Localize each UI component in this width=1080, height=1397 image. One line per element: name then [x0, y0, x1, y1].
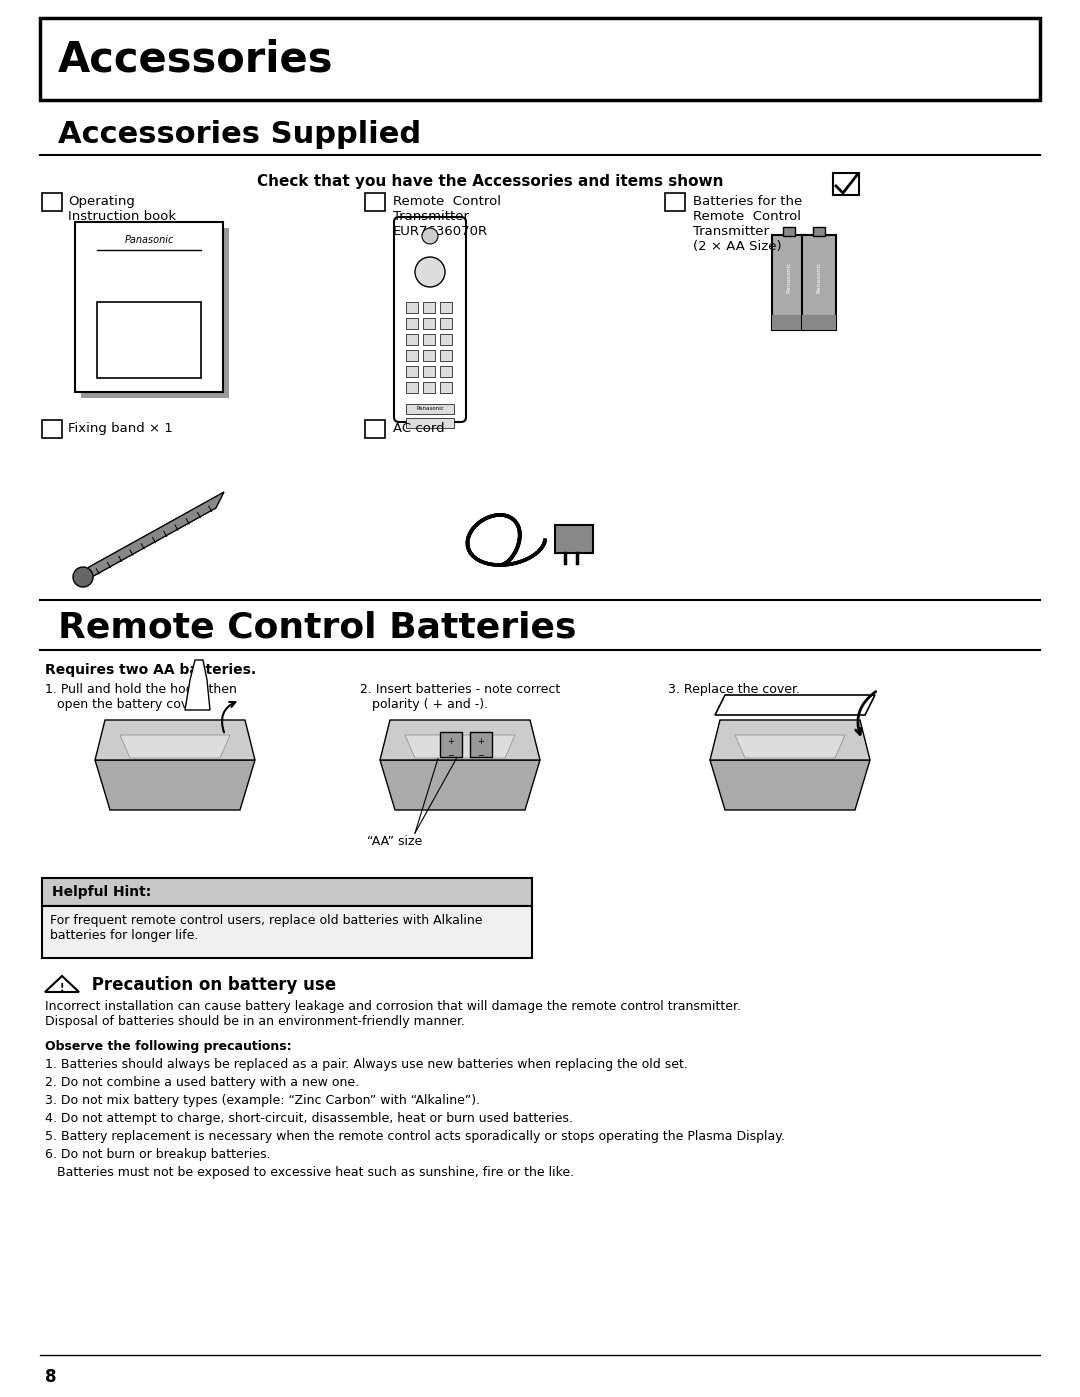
Text: Panasonic: Panasonic [786, 261, 792, 293]
Circle shape [422, 228, 438, 244]
Bar [75, 222, 222, 393]
Circle shape [73, 567, 93, 587]
Polygon shape [715, 694, 875, 715]
Text: AC cord: AC cord [393, 422, 445, 434]
Text: −: − [447, 752, 455, 760]
Bar [783, 226, 795, 236]
Bar [440, 366, 453, 377]
Polygon shape [380, 719, 540, 760]
Bar [772, 314, 806, 330]
Text: +: + [447, 738, 455, 746]
Text: Accessories Supplied: Accessories Supplied [58, 120, 421, 149]
Bar [81, 228, 229, 398]
Bar [406, 351, 418, 360]
Bar [406, 366, 418, 377]
Bar [423, 351, 435, 360]
Text: Panasonic: Panasonic [124, 235, 174, 244]
Text: Helpful Hint:: Helpful Hint: [52, 886, 151, 900]
Bar [423, 302, 435, 313]
Text: 3. Do not mix battery types (example: “Zinc Carbon” with “Alkaline”).: 3. Do not mix battery types (example: “Z… [45, 1094, 481, 1106]
Text: Accessories: Accessories [58, 38, 334, 80]
Text: Batteries must not be exposed to excessive heat such as sunshine, fire or the li: Batteries must not be exposed to excessi… [45, 1166, 575, 1179]
Bar [406, 302, 418, 313]
Bar [42, 907, 532, 958]
Bar [42, 877, 532, 907]
Bar [440, 302, 453, 313]
Text: 1. Pull and hold the hook, then
   open the battery cover.: 1. Pull and hold the hook, then open the… [45, 683, 237, 711]
Text: Precaution on battery use: Precaution on battery use [86, 977, 336, 995]
Text: Operating
Instruction book: Operating Instruction book [68, 196, 176, 224]
FancyBboxPatch shape [394, 217, 465, 422]
Bar [665, 193, 685, 211]
Bar [440, 351, 453, 360]
Polygon shape [95, 719, 255, 760]
Text: Panasonic: Panasonic [416, 407, 444, 412]
Text: 8: 8 [45, 1368, 56, 1386]
Bar [440, 319, 453, 330]
Text: For frequent remote control users, replace old batteries with Alkaline
batteries: For frequent remote control users, repla… [50, 914, 483, 942]
Bar [440, 732, 462, 757]
Text: 4. Do not attempt to charge, short-circuit, disassemble, heat or burn used batte: 4. Do not attempt to charge, short-circu… [45, 1112, 572, 1125]
Text: Remote  Control
Transmitter
EUR7636070R: Remote Control Transmitter EUR7636070R [393, 196, 501, 237]
Bar [423, 366, 435, 377]
Text: 3. Replace the cover.: 3. Replace the cover. [669, 683, 800, 696]
Text: !: ! [59, 983, 64, 993]
Polygon shape [95, 760, 255, 810]
Bar [423, 319, 435, 330]
Bar [406, 381, 418, 393]
Bar [833, 173, 859, 196]
Bar [365, 420, 384, 439]
Polygon shape [81, 492, 224, 583]
Text: Fixing band × 1: Fixing band × 1 [68, 422, 173, 434]
Polygon shape [710, 719, 870, 760]
Bar [440, 381, 453, 393]
Text: “AA” size: “AA” size [367, 835, 422, 848]
Bar [40, 18, 1040, 101]
Bar [406, 334, 418, 345]
Polygon shape [120, 735, 230, 759]
Text: 6. Do not burn or breakup batteries.: 6. Do not burn or breakup batteries. [45, 1148, 271, 1161]
Text: 2. Do not combine a used battery with a new one.: 2. Do not combine a used battery with a … [45, 1076, 360, 1090]
Bar [802, 314, 836, 330]
Circle shape [415, 257, 445, 286]
Bar [42, 420, 62, 439]
Polygon shape [45, 977, 79, 992]
Text: Panasonic: Panasonic [816, 261, 822, 293]
Text: 2. Insert batteries - note correct
   polarity ( + and -).: 2. Insert batteries - note correct polar… [360, 683, 561, 711]
Bar [406, 418, 454, 427]
Text: −: − [477, 752, 485, 760]
Bar [813, 226, 825, 236]
Text: 1. Batteries should always be replaced as a pair. Always use new batteries when : 1. Batteries should always be replaced a… [45, 1058, 688, 1071]
Bar [440, 334, 453, 345]
Bar [423, 381, 435, 393]
Bar [423, 334, 435, 345]
Text: 5. Battery replacement is necessary when the remote control acts sporadically or: 5. Battery replacement is necessary when… [45, 1130, 785, 1143]
Bar [97, 302, 201, 379]
Bar [802, 235, 836, 330]
Text: Incorrect installation can cause battery leakage and corrosion that will damage : Incorrect installation can cause battery… [45, 1000, 741, 1028]
Text: +: + [477, 738, 485, 746]
Bar [406, 319, 418, 330]
Polygon shape [185, 659, 210, 710]
Bar [406, 404, 454, 414]
Text: Batteries for the
Remote  Control
Transmitter
(2 × AA Size): Batteries for the Remote Control Transmi… [693, 196, 802, 253]
Bar [42, 193, 62, 211]
Bar [470, 732, 492, 757]
Bar [555, 525, 593, 553]
Text: Observe the following precautions:: Observe the following precautions: [45, 1039, 292, 1053]
Polygon shape [735, 735, 845, 759]
Polygon shape [405, 735, 515, 759]
Polygon shape [380, 760, 540, 810]
Bar [772, 235, 806, 330]
Text: Requires two AA batteries.: Requires two AA batteries. [45, 664, 256, 678]
Text: Check that you have the Accessories and items shown: Check that you have the Accessories and … [257, 175, 724, 189]
Bar [365, 193, 384, 211]
Text: Remote Control Batteries: Remote Control Batteries [58, 610, 577, 644]
Polygon shape [710, 760, 870, 810]
